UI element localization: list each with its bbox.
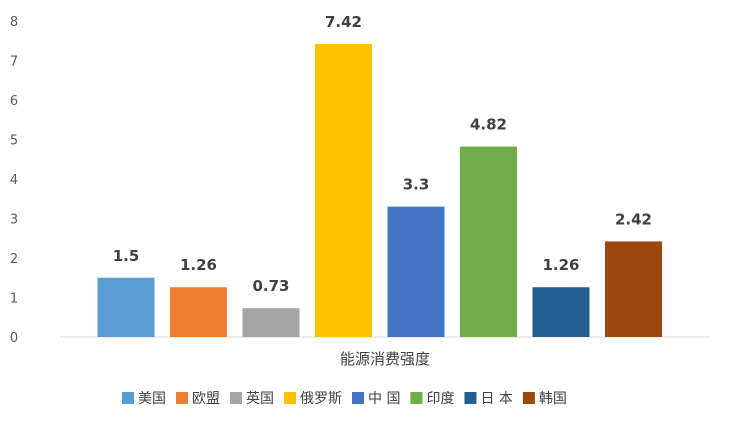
bar bbox=[97, 277, 155, 337]
bar bbox=[242, 308, 300, 337]
data-label: 1.26 bbox=[542, 256, 579, 274]
data-label: 7.42 bbox=[325, 13, 362, 31]
legend-label: 美国 bbox=[138, 391, 166, 407]
data-label: 0.73 bbox=[252, 277, 289, 295]
legend-swatch bbox=[122, 392, 134, 404]
y-tick-label: 1 bbox=[10, 292, 18, 307]
data-label: 1.26 bbox=[180, 256, 217, 274]
legend-label: 日 本 bbox=[480, 391, 512, 407]
legend-swatch bbox=[284, 392, 296, 404]
legend-swatch bbox=[352, 392, 364, 404]
bar bbox=[605, 241, 662, 337]
y-tick-label: 2 bbox=[10, 252, 18, 267]
y-tick-label: 6 bbox=[10, 94, 18, 109]
legend-swatch bbox=[410, 392, 423, 404]
legend: 美国 欧盟 英国 俄罗斯 中 国 印度 日 本 韩国 bbox=[122, 390, 567, 407]
legend-swatch bbox=[230, 392, 242, 404]
bar bbox=[170, 287, 227, 337]
bar-group bbox=[97, 43, 662, 337]
y-axis: 0 1 2 3 4 5 6 7 8 bbox=[10, 15, 18, 346]
data-label-group: 1.5 1.26 0.73 7.42 3.3 4.82 1.26 2.42 bbox=[113, 13, 652, 295]
data-label: 1.5 bbox=[113, 247, 140, 265]
y-tick-label: 4 bbox=[10, 173, 18, 188]
legend-label: 欧盟 bbox=[192, 391, 220, 407]
legend-swatch bbox=[464, 392, 477, 404]
bar bbox=[460, 146, 517, 337]
y-tick-label: 5 bbox=[10, 134, 18, 149]
legend-swatch bbox=[176, 392, 188, 404]
y-tick-label: 8 bbox=[10, 15, 18, 30]
legend-label: 中 国 bbox=[368, 391, 400, 407]
y-tick-label: 0 bbox=[10, 331, 18, 346]
bar bbox=[532, 287, 590, 337]
data-label: 2.42 bbox=[615, 210, 652, 228]
bar bbox=[315, 43, 372, 337]
legend-label: 印度 bbox=[426, 391, 454, 407]
data-label: 3.3 bbox=[403, 176, 430, 194]
legend-label: 俄罗斯 bbox=[300, 391, 342, 407]
y-tick-label: 7 bbox=[10, 55, 18, 70]
data-label: 4.82 bbox=[470, 116, 507, 134]
y-tick-label: 3 bbox=[10, 213, 18, 228]
legend-swatch bbox=[522, 392, 535, 404]
legend-label: 英国 bbox=[246, 390, 274, 407]
bar bbox=[387, 206, 445, 337]
x-axis-label: 能源消费强度 bbox=[340, 350, 430, 368]
legend-label: 韩国 bbox=[539, 391, 567, 407]
